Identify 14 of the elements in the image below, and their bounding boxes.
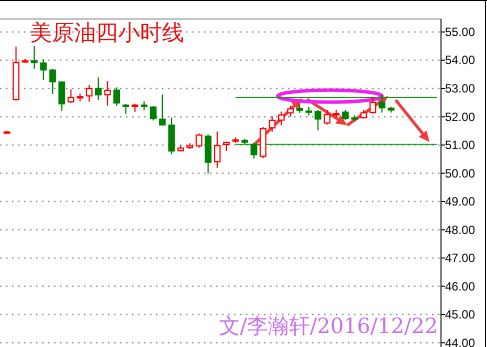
y-tick-label: 49.00 [445,194,476,209]
y-tick-label: 45.00 [445,308,476,322]
y-tick-label: 53.00 [445,82,476,96]
y-tick-label: 55.00 [445,24,476,39]
annotation: 文/李瀚轩/2016/12/22 [218,314,438,338]
y-tick-label: 44.00 [445,336,476,347]
y-tick-label: 46.00 [445,279,476,294]
y-tick-label: 50.00 [445,166,476,180]
y-tick-label: 51.00 [445,138,476,152]
y-tick-label: 54.00 [445,53,476,68]
chart-title: 美原油四小时线 [30,21,184,46]
y-tick-label: 47.00 [445,251,476,266]
y-tick-label: 52.00 [445,110,476,124]
y-tick-label: 48.00 [445,222,476,237]
